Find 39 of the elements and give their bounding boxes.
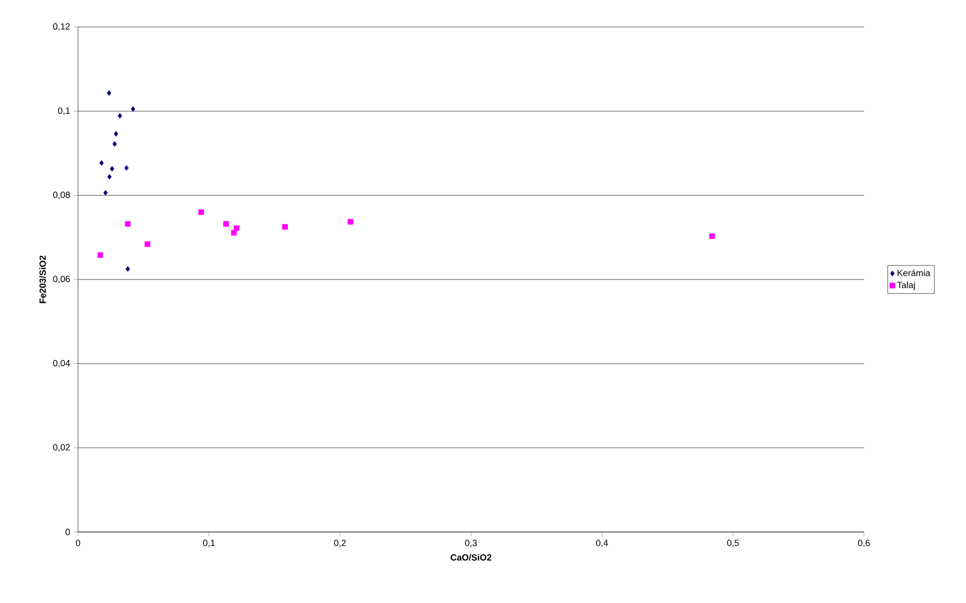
point	[112, 141, 117, 147]
point	[125, 221, 131, 227]
point	[234, 225, 240, 231]
point	[198, 209, 204, 215]
legend-label: Talaj	[897, 282, 915, 290]
point	[126, 266, 130, 272]
point	[282, 224, 288, 230]
point	[223, 221, 229, 227]
x-tick-label: 0,5	[727, 540, 739, 548]
x-tick-label: 0,1	[203, 540, 215, 548]
point	[103, 190, 108, 196]
point	[118, 112, 122, 119]
point	[106, 90, 112, 96]
point	[110, 166, 114, 172]
legend-label: Kerámia	[898, 269, 930, 276]
point	[97, 252, 104, 258]
point	[348, 219, 354, 225]
point	[231, 230, 237, 236]
point	[124, 165, 129, 171]
point	[130, 106, 136, 112]
x-tick-label: 0,2	[334, 540, 346, 548]
y-tick-label: 0,12	[53, 23, 70, 31]
x-tick-label: 0,3	[465, 540, 477, 548]
y-tick-label: 0,02	[53, 444, 70, 452]
point	[144, 241, 150, 247]
point	[99, 160, 104, 166]
x-tick-label: 0	[76, 540, 80, 546]
point	[107, 174, 112, 180]
y-tick-label: 0,1	[58, 107, 70, 115]
y-tick-label: 0	[66, 528, 70, 536]
y-tick-label: 0,04	[53, 360, 70, 368]
x-tick-label: 0,6	[858, 540, 870, 548]
x-tick-label: 0,4	[596, 540, 608, 548]
point	[114, 131, 118, 137]
y-tick-label: 0,08	[53, 192, 70, 200]
x-axis-title: CaO/SiO2	[450, 554, 492, 561]
point	[709, 233, 715, 239]
y-axis-title: Fe203/SiO2	[39, 256, 46, 304]
y-tick-label: 0,06	[53, 276, 70, 284]
